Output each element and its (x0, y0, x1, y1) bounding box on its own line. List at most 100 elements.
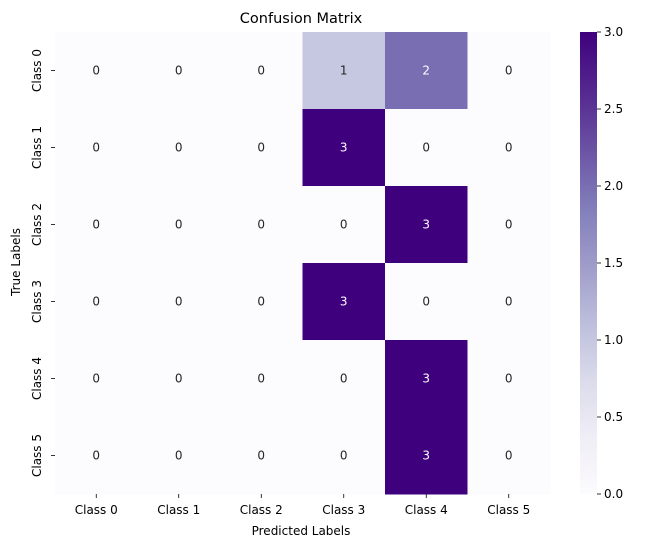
heatmap-cell (467, 32, 551, 110)
heatmap-cell (55, 263, 138, 341)
heatmap-cell (467, 340, 551, 418)
x-tick-label: Class 5 (487, 503, 530, 517)
heatmap-cell (302, 263, 386, 341)
heatmap-cell (220, 186, 303, 264)
heatmap-cell (55, 417, 138, 495)
heatmap-cell (385, 263, 468, 341)
heatmap-cell (302, 109, 386, 187)
cell-value-label: 0 (92, 141, 100, 155)
cell-value-label: 1 (340, 64, 348, 78)
cell-value-label: 2 (422, 64, 430, 78)
heatmap-cell (385, 32, 468, 110)
colorbar-tick-label: 2.5 (604, 102, 623, 116)
heatmap-cell (220, 417, 303, 495)
cell-value-label: 0 (422, 141, 430, 155)
cell-value-label: 0 (92, 295, 100, 309)
cell-value-label: 0 (505, 449, 513, 463)
cell-value-label: 0 (340, 372, 348, 386)
cell-value-label: 0 (92, 449, 100, 463)
heatmap-cell (55, 186, 138, 264)
cell-value-label: 0 (505, 141, 513, 155)
cell-value-label: 3 (422, 218, 430, 232)
heatmap-cell (220, 109, 303, 187)
colorbar-tick-label: 1.0 (604, 333, 623, 347)
heatmap-cell (137, 340, 221, 418)
x-tick-label: Class 3 (322, 503, 365, 517)
x-tick-label: Class 2 (240, 503, 283, 517)
heatmap-cell (137, 263, 221, 341)
cell-value-label: 0 (175, 449, 183, 463)
x-tick-label: Class 4 (405, 503, 448, 517)
cell-value-label: 0 (505, 372, 513, 386)
x-axis-label: Predicted Labels (252, 524, 351, 538)
colorbar-tick-label: 0.5 (604, 410, 623, 424)
cell-value-label: 0 (257, 141, 265, 155)
heatmap-cell (302, 340, 386, 418)
heatmap-cell (385, 109, 468, 187)
heatmap-cell (302, 417, 386, 495)
cell-value-label: 0 (505, 64, 513, 78)
cell-value-label: 0 (505, 218, 513, 232)
x-axis-ticks: Class 0 Class 1 Class 2 Class 3 Class 4 Class… (75, 494, 530, 517)
cell-value-label: 0 (175, 218, 183, 232)
cell-value-label: 0 (340, 449, 348, 463)
heatmap-cell (385, 186, 468, 264)
colorbar-tick-label: 2.0 (604, 179, 623, 193)
cell-value-label: 3 (340, 295, 348, 309)
cell-value-label: 0 (92, 218, 100, 232)
colorbar-ticks: 0.0 0.5 1.0 1.5 2.0 2.5 3.0 (597, 25, 623, 501)
colorbar (580, 32, 597, 494)
cell-value-label: 0 (257, 64, 265, 78)
y-tick-label: Class 3 (30, 280, 44, 323)
y-tick-label: Class 0 (30, 49, 44, 92)
heatmap-cell (137, 109, 221, 187)
heatmap-cell (137, 32, 221, 110)
cell-value-label: 0 (257, 218, 265, 232)
heatmap-cell (385, 417, 468, 495)
cell-value-label: 0 (422, 295, 430, 309)
cell-value-label: 0 (257, 372, 265, 386)
heatmap-cell (467, 109, 551, 187)
heatmap-cell (220, 263, 303, 341)
heatmap-cell (55, 32, 138, 110)
cell-value-label: 0 (340, 218, 348, 232)
y-tick-label: Class 4 (30, 357, 44, 400)
heatmap-grid: 0 0 0 1 2 0 0 0 0 3 0 0 0 0 0 0 3 0 0 0 0 3 0 0 0 0 0 0 3 0 0 0 0 0 3 0 (55, 32, 551, 495)
chart-title: Confusion Matrix (240, 11, 363, 27)
heatmap-cell (385, 340, 468, 418)
heatmap-cell (467, 417, 551, 495)
heatmap-cell (467, 186, 551, 264)
x-tick-label: Class 1 (157, 503, 200, 517)
x-tick-label: Class 0 (75, 503, 118, 517)
heatmap-cell (220, 340, 303, 418)
heatmap-cell (220, 32, 303, 110)
y-tick-label: Class 1 (30, 126, 44, 169)
cell-value-label: 0 (175, 295, 183, 309)
y-tick-label: Class 2 (30, 203, 44, 246)
colorbar-tick-label: 3.0 (604, 25, 623, 39)
cell-value-label: 0 (175, 64, 183, 78)
cell-value-label: 3 (340, 141, 348, 155)
heatmap-cell (55, 340, 138, 418)
cell-value-label: 0 (505, 295, 513, 309)
colorbar-tick-label: 1.5 (604, 256, 623, 270)
heatmap-cell (55, 109, 138, 187)
cell-value-label: 3 (422, 372, 430, 386)
cell-value-label: 0 (257, 449, 265, 463)
heatmap-cell (467, 263, 551, 341)
colorbar-tick-label: 0.0 (604, 487, 623, 501)
cell-value-label: 3 (422, 449, 430, 463)
y-axis-ticks: Class 0 Class 1 Class 2 Class 3 Class 4 Class… (30, 49, 55, 477)
heatmap-cell (137, 417, 221, 495)
y-axis-label: True Labels (9, 228, 23, 297)
heatmap-cell (302, 186, 386, 264)
heatmap-cell (302, 32, 386, 110)
heatmap-cell (137, 186, 221, 264)
y-tick-label: Class 5 (30, 434, 44, 477)
cell-value-label: 0 (175, 141, 183, 155)
cell-value-label: 0 (92, 372, 100, 386)
cell-value-label: 0 (175, 372, 183, 386)
cell-value-label: 0 (257, 295, 265, 309)
cell-value-label: 0 (92, 64, 100, 78)
